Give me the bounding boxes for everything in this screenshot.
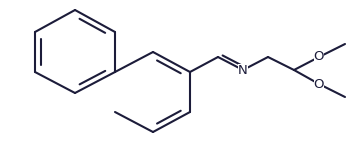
Text: N: N bbox=[238, 64, 248, 76]
Text: O: O bbox=[314, 51, 324, 64]
Text: O: O bbox=[314, 77, 324, 91]
